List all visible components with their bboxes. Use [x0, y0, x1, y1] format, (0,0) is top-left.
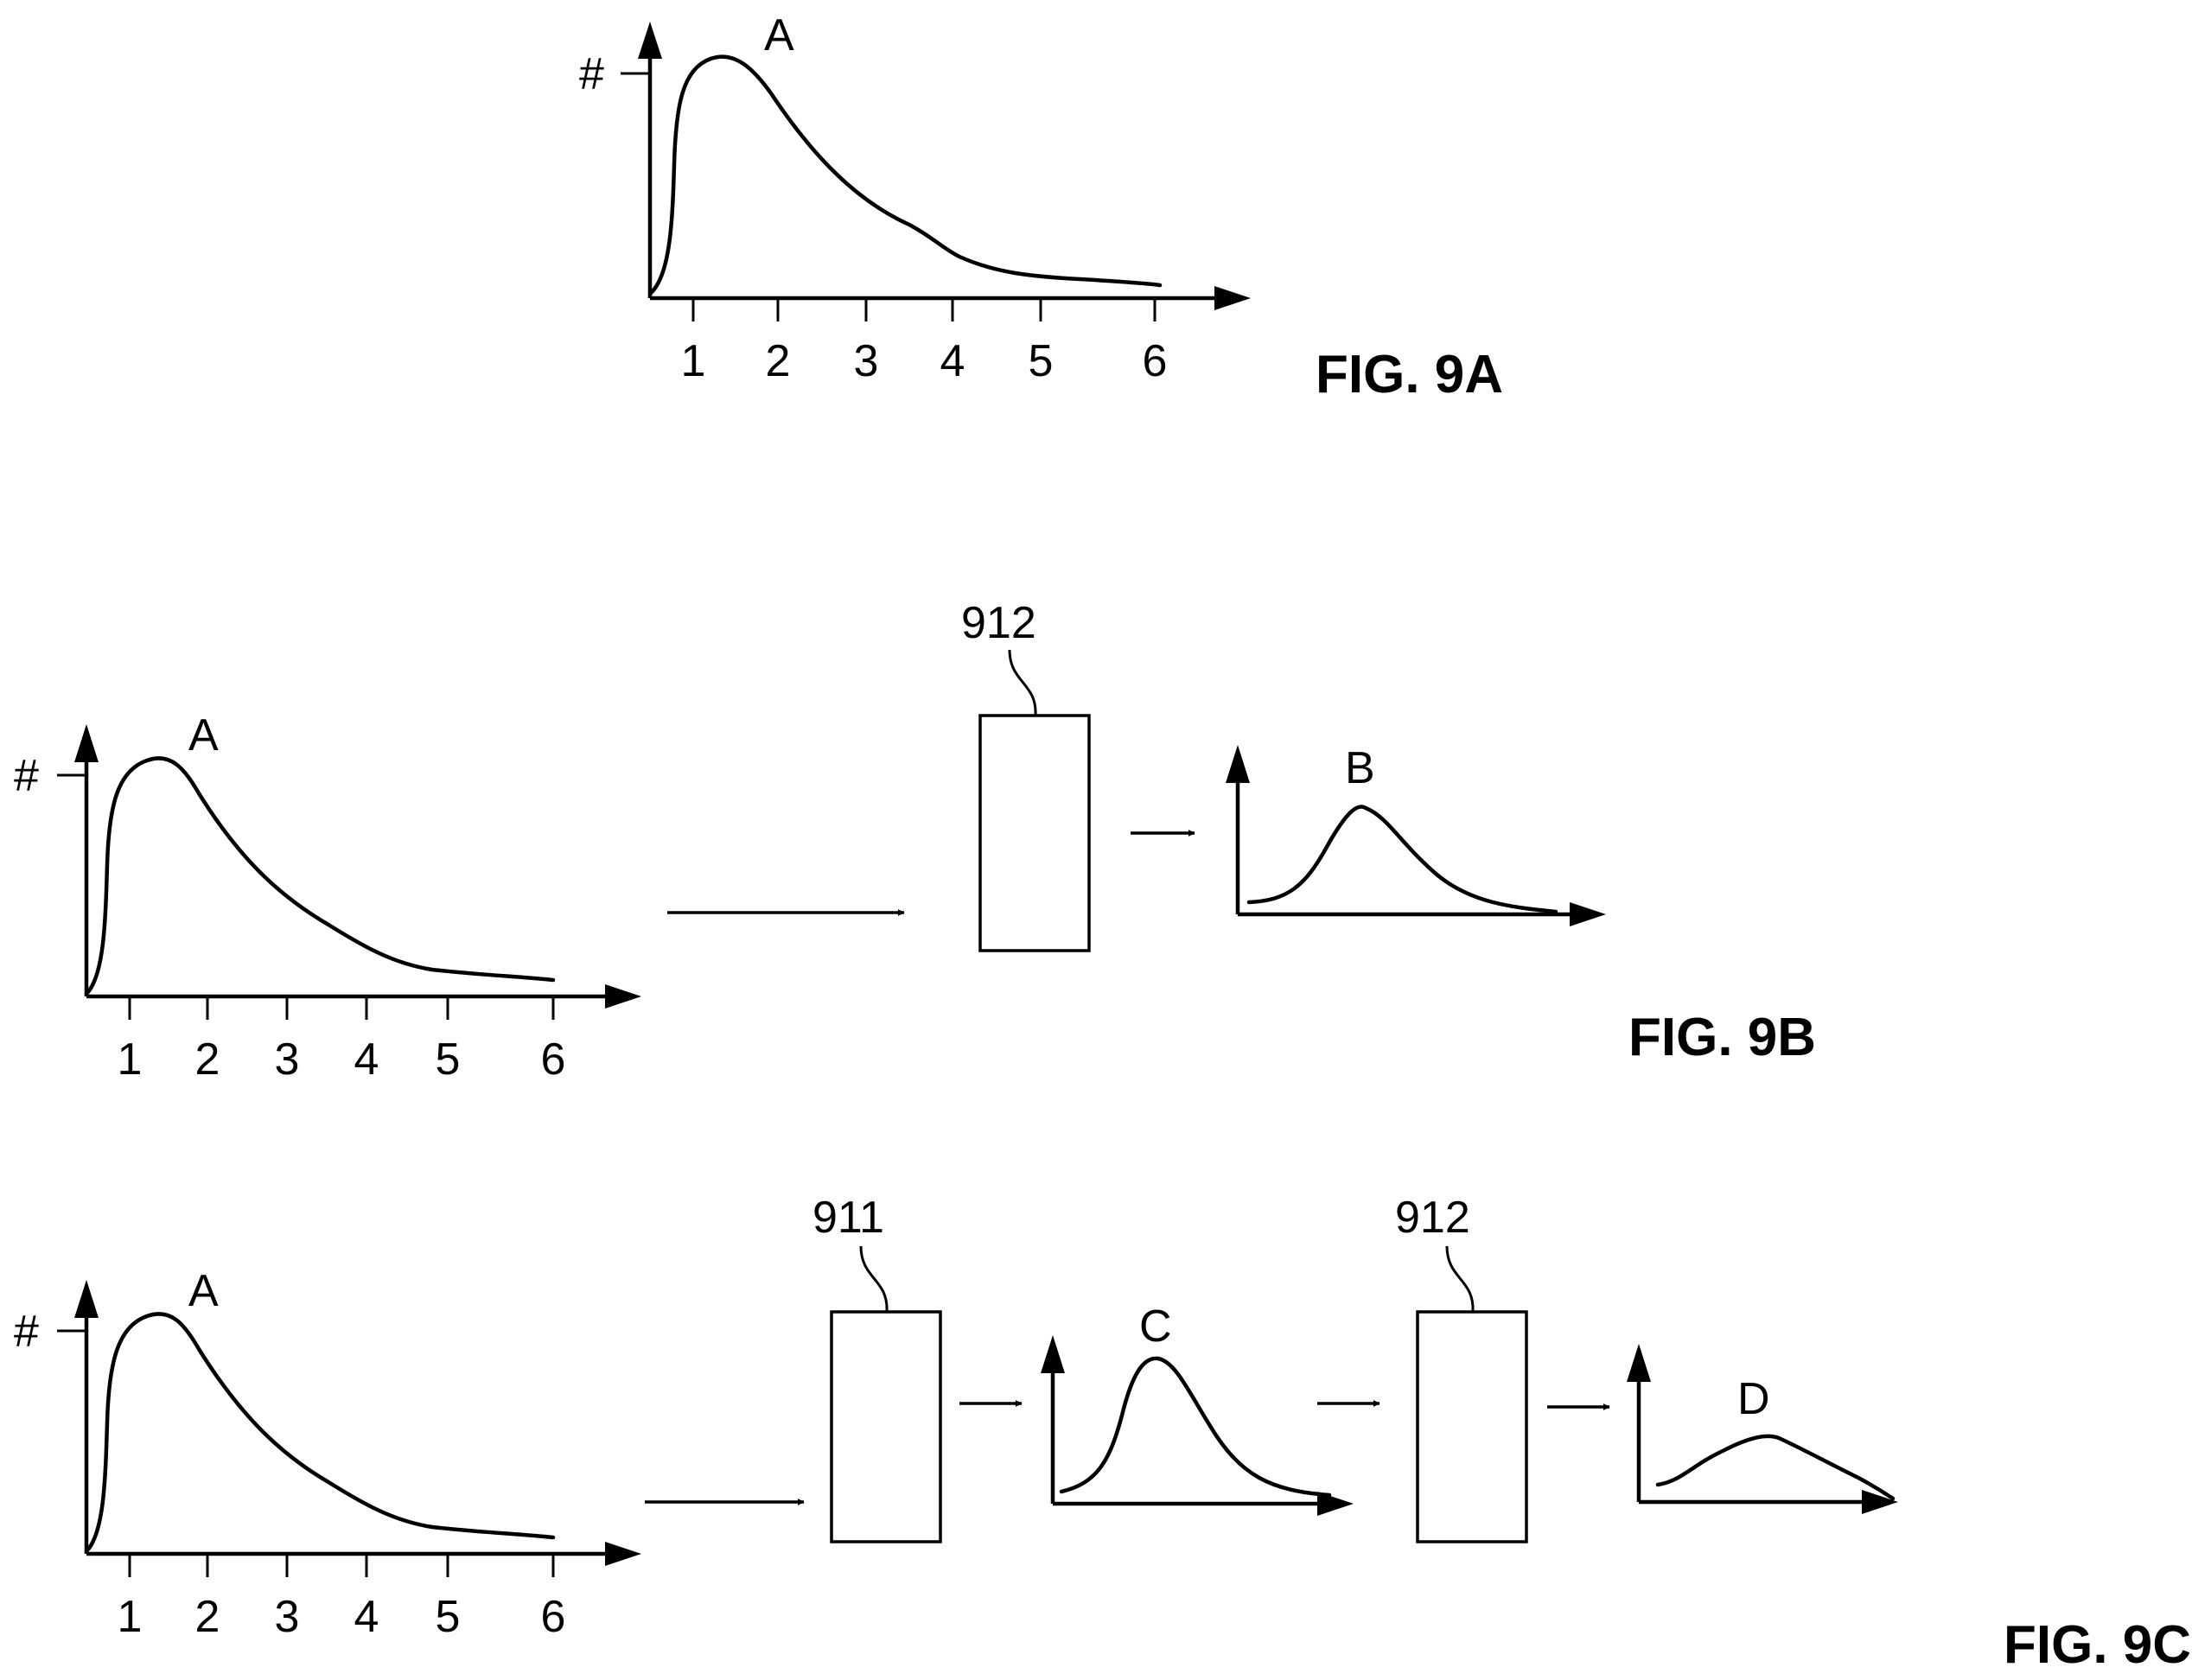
- fig-9c-plot-d-y-arrowhead: [1627, 1344, 1651, 1382]
- fig-9c-tick-label: 6: [541, 1592, 566, 1642]
- fig-9b-x-ticks: 1 2 3 4 5 6: [118, 996, 566, 1085]
- fig-9b-tick-label: 4: [354, 1034, 379, 1085]
- fig-9b-output-y-arrowhead: [1226, 745, 1250, 783]
- fig-9c-block-box: [1416, 1310, 1528, 1543]
- fig-9c-curve-c: [1059, 1356, 1332, 1498]
- fig-9c-tick-label: 1: [118, 1592, 143, 1642]
- fig-9c-caption: FIG. 9C: [2004, 1615, 2191, 1675]
- fig-9c-x-ticks: 1 2 3 4 5 6: [118, 1554, 566, 1642]
- fig-9c-curve-label: C: [1139, 1301, 1172, 1352]
- fig-9a-x-ticks: 1 2 3 4 5 6: [681, 298, 1168, 386]
- fig-9c-block-912: 912: [1395, 1193, 1528, 1543]
- fig-9c-y-marker: #: [14, 1307, 39, 1357]
- fig-9b-tick-label: 6: [541, 1034, 566, 1085]
- fig-9b-tick-label: 2: [195, 1034, 220, 1085]
- fig-9b: # A 1 2 3 4 5 6 912: [14, 598, 1816, 1085]
- fig-9a-caption: FIG. 9A: [1316, 345, 1503, 404]
- fig-9b-output-x-arrowhead: [1570, 902, 1606, 926]
- fig-9a-tick-label: 3: [854, 336, 879, 386]
- fig-9c-block-leader: [1445, 1245, 1475, 1313]
- fig-9b-caption: FIG. 9B: [1628, 1008, 1816, 1067]
- fig-9c: # A 1 2 3 4 5 6 911: [14, 1193, 2191, 1675]
- fig-9b-curve-label: A: [188, 710, 219, 760]
- fig-9b-curve-b: [1246, 805, 1558, 914]
- fig-9b-output-plot: B: [1226, 743, 1606, 926]
- fig-9a-tick-label: 5: [1029, 336, 1054, 386]
- fig-9c-curve-a: [84, 1312, 556, 1554]
- fig-9c-curve-d: [1655, 1434, 1896, 1501]
- fig-9a-tick-label: 4: [940, 336, 965, 386]
- fig-9b-curve-a: [84, 756, 556, 996]
- fig-9b-x-arrowhead: [605, 984, 641, 1009]
- fig-9b-block-box: [978, 714, 1091, 952]
- fig-9b-tick-label: 1: [118, 1034, 143, 1085]
- fig-9a-curve-label: A: [764, 10, 794, 60]
- fig-9b-curve-label: B: [1345, 743, 1375, 793]
- fig-9a-input-plot: # A 1 2 3 4 5 6: [579, 10, 1251, 386]
- fig-9b-tick-label: 3: [275, 1034, 300, 1085]
- fig-9c-block-label: 911: [812, 1193, 884, 1243]
- fig-9a-tick-label: 1: [681, 336, 706, 386]
- fig-9c-block-911: 911: [812, 1193, 942, 1543]
- fig-9b-block-leader: [1008, 649, 1037, 716]
- fig-9c-block-leader: [859, 1245, 889, 1313]
- fig-9c-input-plot: # A 1 2 3 4 5 6: [14, 1266, 641, 1642]
- fig-9c-curve-label: A: [188, 1266, 219, 1316]
- fig-9c-output-plot-d: D: [1627, 1344, 1898, 1514]
- fig-9c-tick-label: 5: [436, 1592, 461, 1642]
- fig-9c-block-label: 912: [1395, 1193, 1470, 1243]
- fig-9c-block-box: [830, 1310, 942, 1543]
- fig-9b-y-arrowhead: [74, 724, 99, 762]
- fig-9a-y-marker: #: [579, 49, 604, 99]
- fig-9b-block-label: 912: [961, 598, 1036, 648]
- fig-9c-x-arrowhead: [605, 1542, 641, 1566]
- fig-9c-y-arrowhead: [74, 1280, 99, 1318]
- fig-9a: # A 1 2 3 4 5 6 FIG. 9A: [579, 10, 1503, 404]
- fig-9c-plot-c-y-arrowhead: [1041, 1335, 1065, 1373]
- fig-9c-tick-label: 2: [195, 1592, 220, 1642]
- fig-9c-plot-d-x-arrowhead: [1862, 1490, 1898, 1514]
- fig-9c-output-plot-c: C: [1041, 1301, 1354, 1516]
- fig-9b-block-912: 912: [961, 598, 1091, 952]
- fig-9a-curve-a: [647, 54, 1163, 296]
- fig-9c-curve-label: D: [1737, 1374, 1770, 1424]
- fig-9b-y-marker: #: [14, 751, 39, 801]
- fig-9b-input-plot: # A 1 2 3 4 5 6: [14, 710, 641, 1085]
- fig-9c-plot-c-x-arrowhead: [1317, 1492, 1354, 1516]
- fig-9c-tick-label: 3: [275, 1592, 300, 1642]
- fig-9a-x-arrowhead: [1214, 286, 1251, 310]
- fig-9a-y-arrowhead: [638, 22, 662, 59]
- fig-9a-tick-label: 2: [766, 336, 791, 386]
- fig-9b-tick-label: 5: [436, 1034, 461, 1085]
- fig-9c-tick-label: 4: [354, 1592, 379, 1642]
- fig-9a-tick-label: 6: [1143, 336, 1168, 386]
